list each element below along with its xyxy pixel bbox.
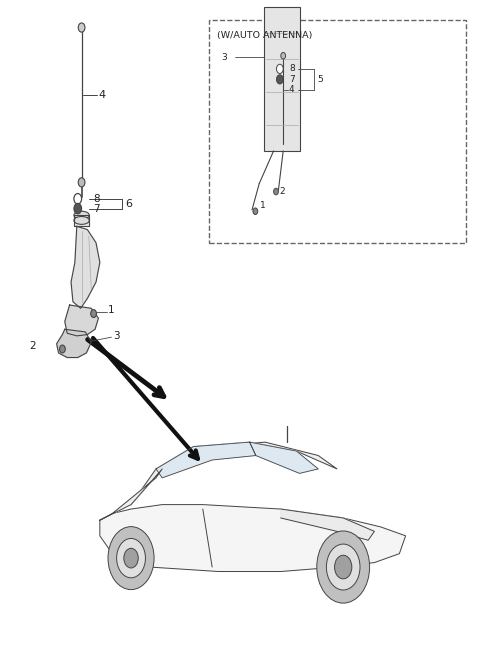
Circle shape (124, 548, 138, 568)
Ellipse shape (74, 216, 89, 224)
Text: 2: 2 (29, 341, 36, 352)
Polygon shape (65, 305, 98, 336)
Polygon shape (74, 215, 89, 226)
Circle shape (91, 310, 96, 318)
Text: 3: 3 (221, 52, 227, 62)
Text: 7: 7 (94, 203, 100, 214)
Circle shape (253, 208, 258, 215)
Text: 4: 4 (98, 90, 106, 100)
Polygon shape (156, 442, 256, 478)
Circle shape (117, 539, 145, 578)
Text: 6: 6 (125, 199, 132, 209)
Polygon shape (281, 509, 374, 541)
Circle shape (78, 23, 85, 32)
Bar (209, 20, 466, 243)
Text: 1: 1 (260, 201, 266, 211)
Circle shape (74, 194, 82, 204)
Text: (W/AUTO ANTENNA): (W/AUTO ANTENNA) (217, 31, 313, 41)
Text: 7: 7 (289, 75, 295, 84)
Text: 5: 5 (317, 75, 323, 84)
Circle shape (274, 188, 278, 195)
Ellipse shape (74, 211, 89, 219)
Polygon shape (57, 329, 91, 358)
Circle shape (335, 555, 352, 579)
Circle shape (276, 75, 283, 84)
Text: 4: 4 (289, 85, 295, 94)
Circle shape (281, 52, 286, 59)
Circle shape (74, 203, 82, 214)
Circle shape (60, 345, 65, 353)
Text: 1: 1 (108, 304, 115, 315)
Circle shape (326, 544, 360, 590)
Text: 3: 3 (113, 331, 120, 341)
Text: 8: 8 (289, 64, 295, 73)
Text: 8: 8 (94, 194, 100, 204)
Bar (264, 7, 300, 151)
Circle shape (78, 178, 85, 187)
Polygon shape (131, 442, 337, 504)
Text: 2: 2 (280, 187, 286, 196)
Polygon shape (100, 504, 406, 571)
Polygon shape (71, 226, 100, 308)
Circle shape (108, 527, 154, 590)
Circle shape (317, 531, 370, 603)
Polygon shape (100, 469, 162, 520)
Circle shape (276, 64, 283, 73)
Polygon shape (250, 442, 318, 474)
